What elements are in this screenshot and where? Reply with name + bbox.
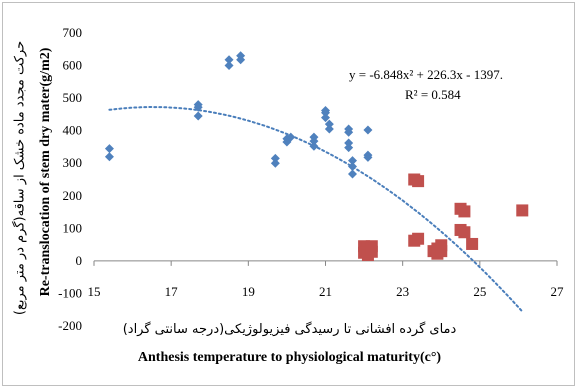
data-point-diamond xyxy=(270,158,280,168)
y-tick-label: 500 xyxy=(63,90,83,105)
x-tick-label: 27 xyxy=(551,284,565,299)
data-point-diamond xyxy=(193,111,203,121)
x-tick-label: 15 xyxy=(88,284,101,299)
data-point-diamond xyxy=(344,127,354,137)
y-tick-label: 600 xyxy=(63,58,83,73)
data-point-diamond xyxy=(363,125,373,135)
y-tick-label: 0 xyxy=(76,253,83,268)
y-tick-label: 200 xyxy=(63,188,83,203)
data-point-diamond xyxy=(348,169,358,179)
y-tick-label: 300 xyxy=(63,155,83,170)
data-point-diamond xyxy=(193,102,203,112)
data-point-diamond xyxy=(309,136,319,146)
x-tick-label: 23 xyxy=(396,284,409,299)
x-axis-label-en: Anthesis temperature to physiological ma… xyxy=(137,350,442,365)
r-squared-label: R² = 0.584 xyxy=(405,87,461,102)
data-point-diamond xyxy=(348,156,358,166)
data-point-square xyxy=(458,226,471,239)
data-point-diamond xyxy=(324,119,334,129)
data-point-diamond xyxy=(104,152,114,162)
x-tick-label: 19 xyxy=(242,284,255,299)
data-point-square xyxy=(412,175,425,188)
data-point-diamond xyxy=(344,138,354,148)
data-point-square xyxy=(458,205,471,218)
data-point-diamond xyxy=(321,113,330,123)
y-tick-label: 400 xyxy=(63,123,83,138)
data-point-square xyxy=(365,245,378,258)
data-point-diamond xyxy=(104,144,114,154)
y-tick-label: -200 xyxy=(58,318,82,333)
data-point-diamond xyxy=(309,141,319,151)
y-tick-label: 700 xyxy=(63,25,83,40)
data-point-square xyxy=(466,237,479,250)
x-axis-label-fa: دمای گرده افشانی تا رسیدگی فیزیولوژیکی(د… xyxy=(122,322,457,337)
data-point-square xyxy=(412,232,425,245)
data-point-diamond xyxy=(363,152,373,162)
data-point-diamond xyxy=(224,61,234,71)
data-point-diamond xyxy=(224,55,234,65)
data-point-diamond xyxy=(348,161,358,171)
trendline-equation: y = -6.848x² + 226.3x - 1397. xyxy=(349,67,503,82)
data-point-diamond xyxy=(321,108,330,118)
y-tick-label: -100 xyxy=(58,285,82,300)
data-point-square xyxy=(516,204,529,217)
y-tick-label: 100 xyxy=(63,220,83,235)
chart-frame xyxy=(2,2,575,386)
x-tick-label: 17 xyxy=(165,284,179,299)
data-point-diamond xyxy=(324,124,334,134)
data-point-square xyxy=(435,245,448,258)
data-point-diamond xyxy=(344,143,354,153)
data-point-diamond xyxy=(236,55,246,65)
data-point-diamond xyxy=(282,137,292,147)
y-axis-label-en: Re-translocation of stem dry mater(g/m2) xyxy=(38,47,53,297)
y-axis-label-fa: حرکت مجدد ماده خشک از ساقه(گرم در متر مر… xyxy=(12,40,28,316)
data-point-diamond xyxy=(270,153,280,163)
x-tick-label: 21 xyxy=(319,284,332,299)
x-tick-label: 25 xyxy=(473,284,486,299)
